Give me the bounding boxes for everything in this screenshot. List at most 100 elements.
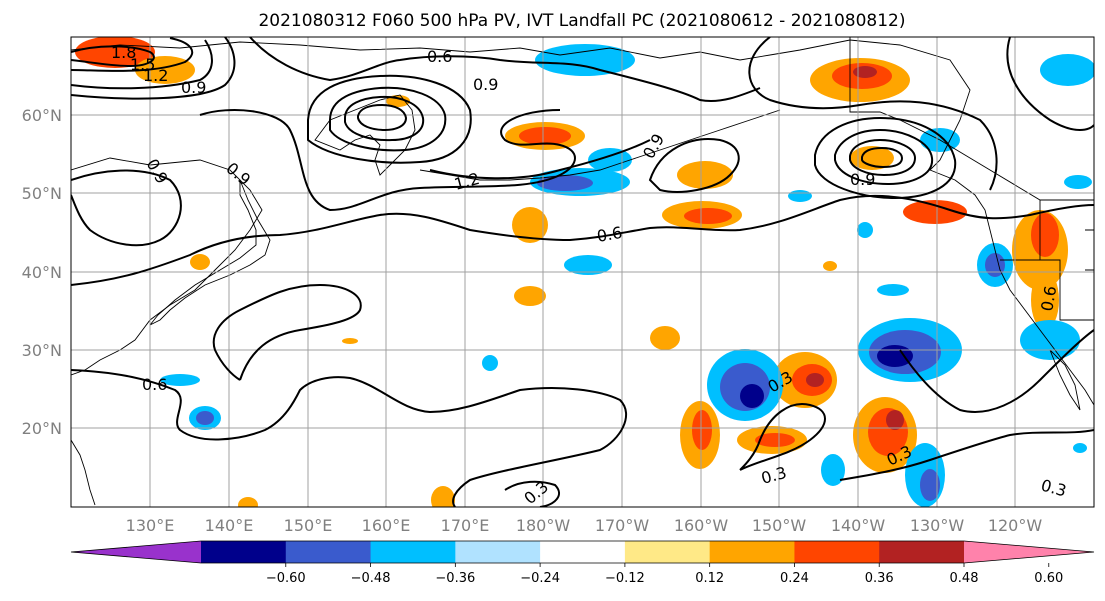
colorbar-segment — [370, 541, 456, 563]
lat-tick-label: 20°N — [22, 419, 62, 438]
positive-anomaly-shading — [1031, 270, 1059, 330]
positive-anomaly-shading — [650, 326, 680, 350]
contour-label: 1.2 — [143, 66, 168, 85]
lat-tick-label: 50°N — [22, 184, 62, 203]
coastlines — [71, 37, 1094, 506]
colorbar-tick-label: −0.60 — [266, 571, 306, 586]
negative-anomaly-shading — [857, 222, 873, 238]
siberia-coastline — [71, 41, 771, 61]
kamchatka-coastline — [314, 94, 416, 176]
colorbar-segment — [624, 541, 711, 563]
gridlines — [71, 37, 1094, 507]
contour-label: 0.9 — [473, 75, 498, 94]
aleutian-chain — [419, 109, 781, 181]
pv-contour-1.8 — [71, 45, 155, 68]
pv-contour-0.3-east — [739, 403, 1094, 481]
colorbar-tick-label: 0.60 — [1034, 571, 1063, 586]
negative-anomaly-shading — [564, 255, 612, 275]
pv-contour-0.9-alaska — [814, 116, 957, 200]
contour-label: 0.6 — [1037, 284, 1060, 312]
negative-anomaly-shading — [920, 469, 940, 501]
colorbar-tick-label: −0.12 — [605, 571, 645, 586]
colorbar-segment — [285, 541, 372, 563]
contour-label: 0.6 — [142, 375, 167, 394]
lon-tick-label: 130°W — [910, 516, 965, 535]
colorbar-segment — [455, 541, 541, 563]
lon-tick-label: 140°E — [205, 516, 254, 535]
pv-contour-0.9 — [71, 37, 236, 100]
lon-tick-label: 140°W — [831, 516, 886, 535]
negative-anomaly-shading — [535, 44, 635, 76]
positive-anomaly-shading — [514, 286, 546, 306]
lon-tick-label: 150°E — [284, 516, 333, 535]
positive-anomaly-shading — [806, 373, 824, 387]
pv-contour-0.9-ridge — [648, 138, 740, 193]
colorbar-tick-label: 0.12 — [695, 571, 724, 586]
colorbar-tick-label: 0.24 — [780, 571, 809, 586]
longitude-labels: 130°E 140°E 150°E 160°E 170°E 180°W 170°… — [126, 516, 1043, 535]
negative-anomaly-shading — [482, 355, 498, 371]
colorbar-segment — [709, 541, 795, 563]
negative-anomaly-shading — [877, 345, 913, 367]
pv-contour-0.6-main — [71, 194, 1094, 286]
negative-anomaly-shading — [160, 374, 200, 386]
pv-contour-1.5-alaska — [849, 138, 917, 177]
positive-anomaly-shading — [903, 200, 967, 224]
japan-coastline — [149, 179, 271, 326]
colorbar-outline — [70, 540, 1095, 564]
lon-tick-label: 160°W — [674, 516, 729, 535]
negative-anomaly-shading — [1020, 320, 1080, 360]
negative-anomaly-shading — [1064, 175, 1092, 189]
colorbar-segment — [879, 541, 965, 563]
positive-anomaly-shading — [684, 208, 732, 224]
positive-anomaly-shading — [519, 127, 571, 145]
negative-anomaly-shading — [1040, 54, 1094, 86]
alaska-coastline — [769, 39, 971, 171]
pv-contour-1.2-low — [329, 86, 447, 152]
colorbar-extend-low — [71, 541, 201, 563]
pv-contour-1.8-alaska — [861, 146, 904, 169]
lon-tick-label: 130°E — [126, 516, 175, 535]
positive-anomaly-shading — [238, 497, 258, 507]
canada-border — [849, 37, 1094, 201]
pv-contour-1.8-low — [357, 103, 408, 132]
colorbar-segment — [540, 541, 626, 563]
lon-tick-label: 120°W — [988, 516, 1043, 535]
negative-anomaly-shading — [588, 148, 632, 172]
positive-anomaly-shading — [850, 146, 894, 170]
colorbar-tick-label: 0.36 — [865, 571, 894, 586]
pv-contour-1.2-alaska — [834, 128, 934, 186]
negative-anomaly-shading — [877, 284, 909, 296]
pv-contour-0.6-se — [1006, 37, 1094, 131]
pv-contour-0.9-trough — [199, 109, 576, 212]
pv-contour-1.2 — [71, 39, 213, 90]
negative-anomaly-shading — [740, 384, 764, 408]
negative-anomaly-shading — [821, 454, 845, 486]
positive-anomaly-shading — [1031, 213, 1059, 257]
contour-label: 0.6 — [427, 47, 452, 66]
map-frame — [70, 36, 1095, 508]
positive-anomaly-shading — [692, 410, 712, 450]
positive-anomaly-shading — [823, 261, 837, 271]
colorbar-tick-label: −0.36 — [435, 571, 475, 586]
colorbar: −0.60 −0.48 −0.36 −0.24 −0.12 0.12 0.24 0.36 0.4… — [70, 540, 1095, 586]
positive-anomaly-shading — [512, 207, 548, 243]
pv-contour-1.2-trough — [429, 139, 651, 180]
lat-tick-label: 60°N — [22, 106, 62, 125]
pv-contour-1.5-low — [344, 95, 425, 142]
philippines-coastline — [71, 439, 96, 506]
lon-tick-label: 180°W — [516, 516, 571, 535]
latitude-labels: 60°N 50°N 40°N 30°N 20°N — [22, 106, 62, 438]
pv-contour-0.6-north — [249, 37, 761, 102]
positive-anomaly-shading — [755, 433, 795, 447]
pv-contour-1.5 — [71, 37, 194, 72]
pv-contour-0.3-sw — [504, 480, 560, 507]
colorbar-segment — [201, 541, 287, 563]
pv-contours — [71, 37, 1094, 507]
contour-label: 0.9 — [850, 170, 875, 189]
colorbar-tick-label: −0.24 — [520, 571, 560, 586]
negative-anomaly-shading — [1073, 443, 1087, 453]
lat-tick-label: 40°N — [22, 263, 62, 282]
positive-anomaly-shading — [431, 486, 455, 507]
